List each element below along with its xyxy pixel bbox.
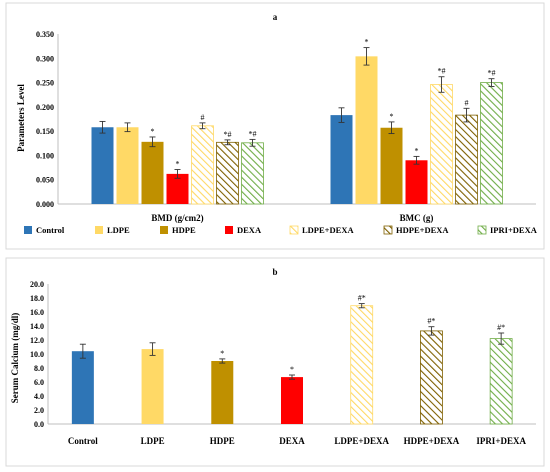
panel-a-bar-dexa-0 — [166, 173, 189, 204]
panel-a-frame — [5, 2, 545, 250]
panel-a-plot: 0.000 0.050 0.100 0.150 0.200 0.250 0.300 0.350… — [36, 30, 536, 223]
panel-a-legend: Control LDPE HDPE DEXA LDPE+DEXA HDPE+DEXA IPR… — [24, 225, 538, 235]
panel-a-bar-hdpe-1 — [380, 127, 403, 204]
panel-a-ylabel: Parameters Level — [16, 84, 26, 152]
panel-a-ytick-0: 0.000 — [36, 200, 54, 209]
legend-label-hdpe-dexa: HDPE+DEXA — [396, 225, 449, 235]
panel-a-ytick-2: 0.100 — [36, 151, 54, 160]
panel-a-sig-dexa-1: * — [415, 146, 419, 155]
legend-swatch-hdpe-dexa — [383, 225, 393, 235]
panel-a-bar-control-0 — [91, 127, 114, 204]
panel-a-sig-hdpe-1: * — [390, 112, 394, 121]
panel-b-xtick-control: Control — [68, 436, 98, 446]
legend-swatch-hdpe — [160, 226, 168, 234]
panel-b-xtick-dexa: DEXA — [279, 436, 305, 446]
panel-a-xtick-1: BMC (g) — [400, 213, 434, 223]
panel-b-bar-ipri-dexa — [489, 338, 513, 425]
panel-a-bar-dexa-1 — [405, 160, 428, 204]
legend-swatch-ipri-dexa — [477, 225, 487, 235]
panel-b-xtick-hdpe-dexa: HDPE+DEXA — [404, 436, 460, 446]
legend-label-control: Control — [36, 225, 65, 235]
panel-b-bar-ldpe-dexa — [350, 305, 374, 425]
panel-a-sig-ipri-dexa-1: *# — [488, 69, 496, 78]
panel-b-xtick-hdpe: HDPE — [210, 436, 235, 446]
panel-b-ytick-4: 8.0 — [34, 364, 44, 373]
panel-b-bar-control — [71, 351, 94, 424]
panel-a-sig-ipri-dexa-0: *# — [249, 129, 257, 138]
panel-a-sig-ldpe-dexa-0: # — [201, 113, 205, 122]
panel-b-ytick-9: 18.0 — [30, 294, 44, 303]
panel-b-frame — [5, 257, 545, 467]
panel-b-xtick-ipri-dexa: IPRI+DEXA — [476, 436, 526, 446]
panel-a-ytick-5: 0.250 — [36, 79, 54, 88]
panel-b-sig-ldpe-dexa: #* — [358, 294, 366, 303]
panel-a-bar-hdpe-dexa-0 — [216, 141, 239, 205]
panel-b-ytick-7: 14.0 — [30, 322, 44, 331]
panel-a-bar-ldpe-0 — [116, 127, 139, 204]
panel-a-bar-hdpe-0 — [141, 141, 164, 204]
legend-swatch-ldpe — [95, 226, 103, 234]
panel-a-bar-ldpe-1 — [355, 56, 378, 204]
legend-label-dexa: DEXA — [237, 225, 262, 235]
panel-b-bar-hdpe — [211, 361, 234, 424]
panel-a-ytick-6: 0.300 — [36, 54, 54, 63]
legend-swatch-dexa — [225, 226, 233, 234]
legend-swatch-control — [24, 226, 32, 234]
panel-a-bar-ldpe-dexa-1 — [430, 84, 453, 205]
panel-b-letter: b — [272, 267, 277, 277]
panel-b-ytick-3: 6.0 — [34, 378, 44, 387]
panel-a-bar-hdpe-dexa-1 — [455, 114, 478, 205]
panel-a-bar-ipri-dexa-1 — [480, 82, 503, 205]
panel-b-sig-hdpe: * — [220, 349, 224, 358]
panel-b-sig-ipri-dexa: #* — [497, 323, 505, 332]
panel-b-bar-ldpe — [141, 349, 164, 424]
panel-a-bar-ipri-dexa-0 — [241, 142, 264, 205]
legend-swatch-ldpe-dexa — [289, 225, 299, 235]
panel-a-sig-hdpe-0: * — [151, 127, 155, 136]
panel-a-ytick-3: 0.150 — [36, 127, 54, 136]
panel-a-sig-ldpe-dexa-1: *# — [438, 67, 446, 76]
panel-b-ytick-10: 20.0 — [30, 280, 44, 289]
panel-b-ylabel: Serum Calcium (mg/dl) — [10, 313, 20, 404]
panel-a-bar-ldpe-dexa-0 — [191, 125, 214, 205]
panel-b-ytick-8: 16.0 — [30, 308, 44, 317]
panel-a-ytick-7: 0.350 — [36, 30, 54, 39]
panel-a-sig-ldpe-1: * — [365, 38, 369, 47]
panel-a-bar-control-1 — [330, 115, 353, 204]
panel-a-ytick-1: 0.050 — [36, 176, 54, 185]
panel-a-ytick-4: 0.200 — [36, 103, 54, 112]
panel-b-ytick-5: 10.0 — [30, 350, 44, 359]
panel-a-sig-hdpe-dexa-1: # — [465, 98, 469, 107]
legend-label-ldpe: LDPE — [107, 225, 130, 235]
panel-b-sig-dexa: * — [290, 365, 294, 374]
legend-label-ipri-dexa: IPRI+DEXA — [490, 225, 538, 235]
panel-b-sig-hdpe-dexa: #* — [427, 317, 435, 326]
panel-a-sig-dexa-0: * — [176, 160, 180, 169]
panel-b-ytick-6: 12.0 — [30, 336, 44, 345]
panel-b-bar-hdpe-dexa — [420, 330, 443, 425]
panel-b-ytick-1: 2.0 — [34, 406, 44, 415]
legend-label-ldpe-dexa: LDPE+DEXA — [302, 225, 354, 235]
panel-b-plot: 0.0 2.0 4.0 6.0 8.0 10.0 12.0 14.0 16.0 18.0 20.0 C… — [30, 280, 536, 446]
panel-a-sig-hdpe-dexa-0: *# — [224, 130, 232, 139]
panel-b-ytick-0: 0.0 — [34, 420, 44, 429]
panel-b-xtick-ldpe: LDPE — [141, 436, 165, 446]
panel-b-ytick-2: 4.0 — [34, 392, 44, 401]
panel-a-letter: a — [273, 12, 278, 22]
panel-b-xtick-ldpe-dexa: LDPE+DEXA — [334, 436, 389, 446]
legend-label-hdpe: HDPE — [172, 225, 196, 235]
panel-a-xtick-0: BMD (g/cm2) — [151, 213, 203, 223]
panel-b-bar-dexa — [281, 377, 303, 424]
